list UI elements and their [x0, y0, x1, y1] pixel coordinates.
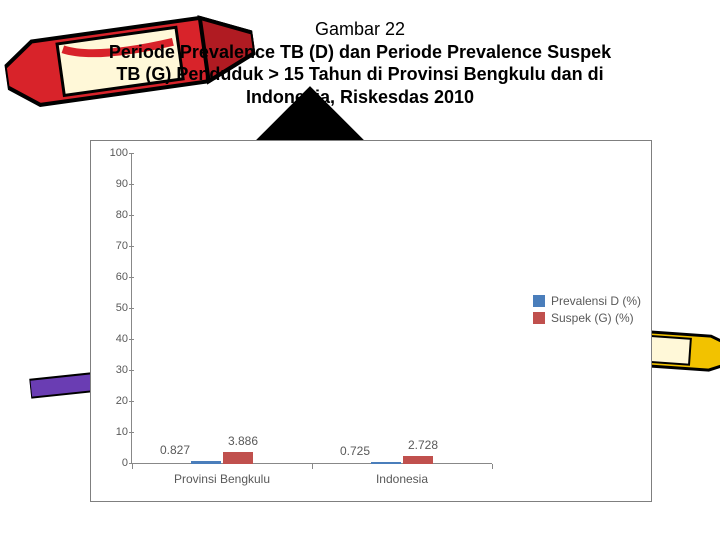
- data-label: 2.728: [408, 438, 438, 452]
- chart-frame: 0 10 20 30 40 50 60 70 80 90 100 0.827 3.886 Provinsi…: [90, 140, 652, 502]
- bar: [371, 462, 401, 464]
- y-tick-label: 80: [98, 209, 128, 221]
- y-tick-label: 50: [98, 302, 128, 314]
- plot-area: 01020304050607080901000.8273.886Provinsi…: [131, 153, 492, 464]
- bar-pair: [371, 456, 433, 464]
- figure-title: Gambar 22 Periode Prevalence TB (D) dan …: [0, 18, 720, 108]
- x-tick-label: Indonesia: [312, 472, 492, 486]
- title-line-2: Periode Prevalence TB (D) dan Periode Pr…: [0, 41, 720, 64]
- legend-label: Suspek (G) (%): [551, 311, 634, 325]
- y-tick-label: 10: [98, 426, 128, 438]
- data-label: 0.725: [340, 444, 370, 458]
- title-line-3: TB (G) Penduduk > 15 Tahun di Provinsi B…: [0, 63, 720, 86]
- y-tick-label: 30: [98, 364, 128, 376]
- category-group: 0.7252.728Indonesia: [312, 154, 492, 464]
- y-tick-label: 0: [98, 457, 128, 469]
- legend-item: Prevalensi D (%): [533, 294, 641, 308]
- legend-item: Suspek (G) (%): [533, 311, 641, 325]
- x-tick-label: Provinsi Bengkulu: [132, 472, 312, 486]
- title-line-1: Gambar 22: [0, 18, 720, 41]
- y-tick-label: 20: [98, 395, 128, 407]
- bar-pair: [191, 452, 253, 464]
- category-group: 0.8273.886Provinsi Bengkulu: [132, 154, 312, 464]
- legend: Prevalensi D (%) Suspek (G) (%): [533, 291, 641, 328]
- y-tick-label: 100: [98, 147, 128, 159]
- y-tick-label: 40: [98, 333, 128, 345]
- bar: [403, 456, 433, 464]
- bar: [191, 461, 221, 464]
- legend-swatch: [533, 295, 545, 307]
- y-tick-label: 90: [98, 178, 128, 190]
- legend-swatch: [533, 312, 545, 324]
- y-tick-label: 70: [98, 240, 128, 252]
- data-label: 0.827: [160, 443, 190, 457]
- bar: [223, 452, 253, 464]
- y-tick-label: 60: [98, 271, 128, 283]
- legend-label: Prevalensi D (%): [551, 294, 641, 308]
- title-line-4: Indonesia, Riskesdas 2010: [0, 86, 720, 109]
- data-label: 3.886: [228, 434, 258, 448]
